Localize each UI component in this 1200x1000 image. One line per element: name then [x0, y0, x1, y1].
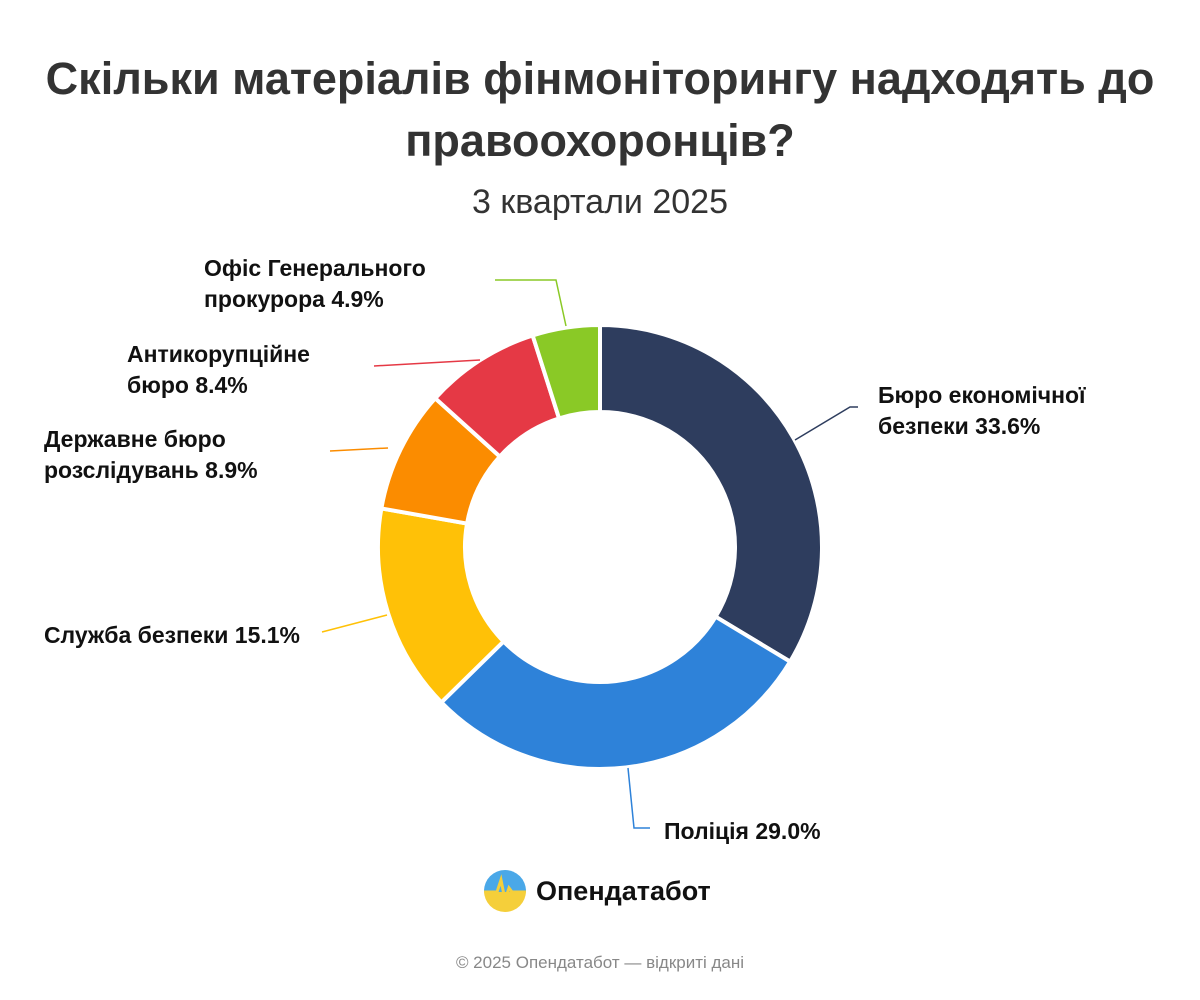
leader-line-0 — [794, 406, 858, 441]
slice-label-0: Бюро економічної безпеки 33.6% — [878, 382, 1086, 439]
donut-slice-0 — [598, 323, 824, 664]
logo-text: Опендатабот — [536, 875, 711, 906]
slice-label-4: Антикорупційне бюро 8.4% — [127, 341, 310, 398]
slice-label-2: Служба безпеки 15.1% — [43, 622, 300, 648]
leader-line-5 — [495, 279, 567, 327]
slice-label-5: Офіс Генерального прокурора 4.9% — [204, 255, 426, 312]
leader-line-2 — [321, 614, 388, 633]
leader-line-3 — [329, 447, 389, 452]
opendatabot-logo: Опендатабот — [484, 870, 711, 912]
leader-line-1 — [627, 767, 650, 829]
footer: © 2025 Опендатабот — відкриті дані — [455, 953, 745, 972]
slice-label-1: Поліція 29.0% — [664, 818, 821, 844]
donut-slice-5 — [530, 323, 602, 421]
donut-slice-1 — [439, 614, 793, 771]
leader-line-4 — [373, 359, 481, 367]
chart-title: Скільки матеріалів фінмоніторингу надход… — [45, 53, 1155, 166]
chart-subtitle: 3 квартали 2025 — [472, 183, 728, 221]
logo-icon — [484, 870, 526, 912]
slice-label-3: Державне бюро розслідувань 8.9% — [44, 426, 258, 483]
